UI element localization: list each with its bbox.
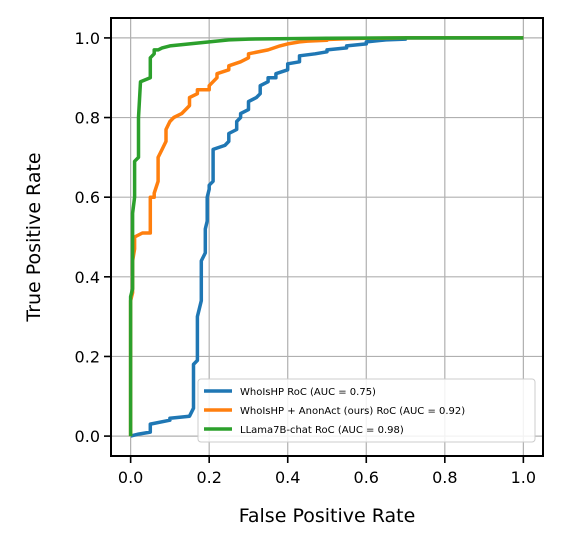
x-axis-label: False Positive Rate [239,505,416,527]
y-tick-label: 0.6 [75,188,100,207]
roc-series-line-2 [128,36,524,437]
y-tick-label: 1.0 [75,29,100,48]
x-tick-label: 0.8 [432,468,457,487]
legend-box [197,378,536,443]
plot-frame [110,17,544,457]
y-tick-label: 0.8 [75,109,100,128]
x-tick-label: 1.0 [511,468,536,487]
y-tick-label: 0.0 [75,427,100,446]
series-layer [128,36,524,438]
roc-series-line-1 [128,36,524,437]
tick-layer: 0.0 0.2 0.4 0.6 0.8 1.0 0.0 0.2 0.4 0.6 0.8 1.0 [75,29,537,487]
y-axis-label: True Positive Rate [23,152,45,322]
roc-series-line-0 [130,36,524,438]
x-tick-label: 0.4 [275,468,300,487]
x-tick-label: 0.2 [196,468,221,487]
x-tick-label: 0.6 [354,468,379,487]
legend-entry-label: LLama7B-chat RoC (AUC = 0.98) [240,425,404,436]
y-tick-label: 0.2 [75,347,100,366]
y-tick-label: 0.4 [75,268,100,287]
legend-entry-label: WhoIsHP RoC (AUC = 0.75) [240,387,376,398]
legend: WhoIsHP RoC (AUC = 0.75) WhoIsHP + AnonAc… [197,378,536,443]
legend-entry-label: WhoIsHP + AnonAct (ours) RoC (AUC = 0.92… [240,406,465,417]
x-tick-label: 0.0 [118,468,143,487]
